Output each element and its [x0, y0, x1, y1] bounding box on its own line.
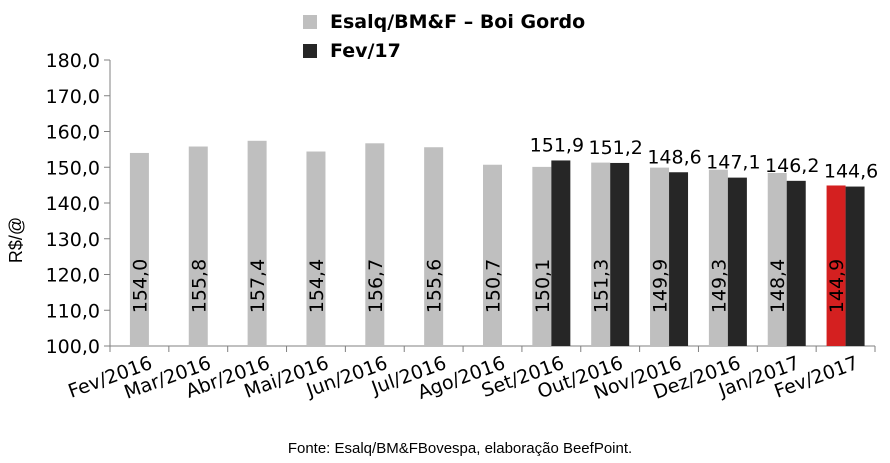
y-tick-label: 160,0	[46, 122, 100, 144]
bar-esalq	[129, 152, 149, 346]
bar-esalq	[483, 164, 502, 346]
y-tick-label: 100,0	[46, 336, 100, 358]
data-label-esalq: 154,0	[129, 259, 151, 313]
data-label-esalq: 156,7	[365, 259, 387, 313]
bar-fev17	[551, 160, 571, 346]
data-label-esalq: 150,1	[532, 259, 554, 313]
bar-esalq	[188, 146, 208, 346]
data-label-esalq: 151,3	[591, 259, 613, 313]
data-label-fev17: 151,9	[530, 134, 584, 156]
bar-fev17	[845, 186, 865, 346]
data-label-esalq: 155,8	[188, 259, 210, 313]
legend-swatch	[303, 15, 317, 29]
y-tick-label: 140,0	[46, 193, 100, 215]
legend-label: Fev/17	[330, 40, 401, 62]
legend-swatch	[303, 44, 317, 58]
data-label-fev17: 147,1	[706, 152, 760, 174]
bar-fev17	[669, 172, 689, 346]
data-label-esalq: 149,3	[708, 259, 730, 313]
bar-esalq	[247, 140, 267, 346]
data-label-fev17: 151,2	[588, 137, 642, 159]
legend: Esalq/BM&F – Boi Gordo Fev/17	[303, 11, 585, 62]
y-tick-label: 170,0	[46, 86, 100, 108]
data-label-esalq: 149,9	[650, 259, 672, 313]
data-label-fev17: 146,2	[765, 155, 819, 177]
bar-fev17	[610, 162, 630, 346]
x-axis: Fev/2016Mar/2016Abr/2016Mai/2016Jun/2016…	[65, 345, 876, 404]
data-label-esalq: 155,6	[424, 259, 446, 313]
y-axis-label: R$/@	[6, 217, 26, 263]
y-tick-label: 150,0	[46, 157, 100, 179]
bar-esalq	[708, 169, 728, 346]
data-label-fev17: 144,6	[824, 161, 878, 183]
bar-esalq	[424, 147, 444, 346]
data-label-esalq: 148,4	[767, 259, 789, 313]
y-axis: 100,0 110,0 120,0 130,0 140,0 150,0 160,0 170,0…	[46, 50, 111, 358]
bar-esalq	[532, 166, 552, 346]
data-labels: 154,0 155,8 157,4 154,4 156,7 155,6 150,7 150,1…	[129, 134, 878, 313]
bar-esalq	[826, 185, 846, 346]
data-label-fev17: 148,6	[647, 146, 701, 168]
data-label-esalq: 144,9	[826, 259, 848, 313]
y-tick-label: 120,0	[46, 265, 100, 287]
bar-esalq	[306, 151, 326, 346]
legend-label: Esalq/BM&F – Boi Gordo	[330, 11, 585, 33]
data-label-esalq: 154,4	[306, 259, 328, 313]
data-label-esalq: 150,7	[483, 259, 505, 313]
bar-fev17	[786, 180, 806, 346]
bar-esalq	[650, 167, 670, 346]
y-tick-label: 130,0	[46, 229, 100, 251]
bar-esalq	[591, 162, 611, 346]
source-note: Fonte: Esalq/BM&FBovespa, elaboração Bee…	[288, 440, 632, 457]
y-tick-label: 180,0	[46, 50, 100, 72]
data-label-esalq: 157,4	[247, 259, 269, 313]
bar-fev17	[727, 177, 747, 346]
y-tick-label: 110,0	[46, 300, 100, 322]
bars	[129, 140, 865, 346]
bar-esalq	[365, 143, 385, 346]
bar-esalq	[767, 172, 787, 346]
